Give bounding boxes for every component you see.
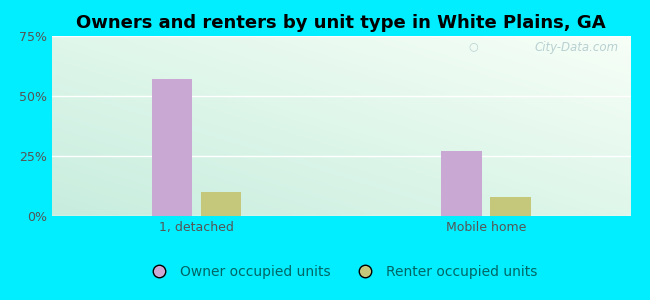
Title: Owners and renters by unit type in White Plains, GA: Owners and renters by unit type in White… (77, 14, 606, 32)
Bar (201, 192, 241, 216)
Legend: Owner occupied units, Renter occupied units: Owner occupied units, Renter occupied un… (140, 260, 543, 285)
Text: City-Data.com: City-Data.com (535, 41, 619, 54)
Bar (152, 79, 192, 216)
Text: ○: ○ (469, 41, 478, 51)
Bar (441, 151, 482, 216)
Bar (490, 197, 530, 216)
